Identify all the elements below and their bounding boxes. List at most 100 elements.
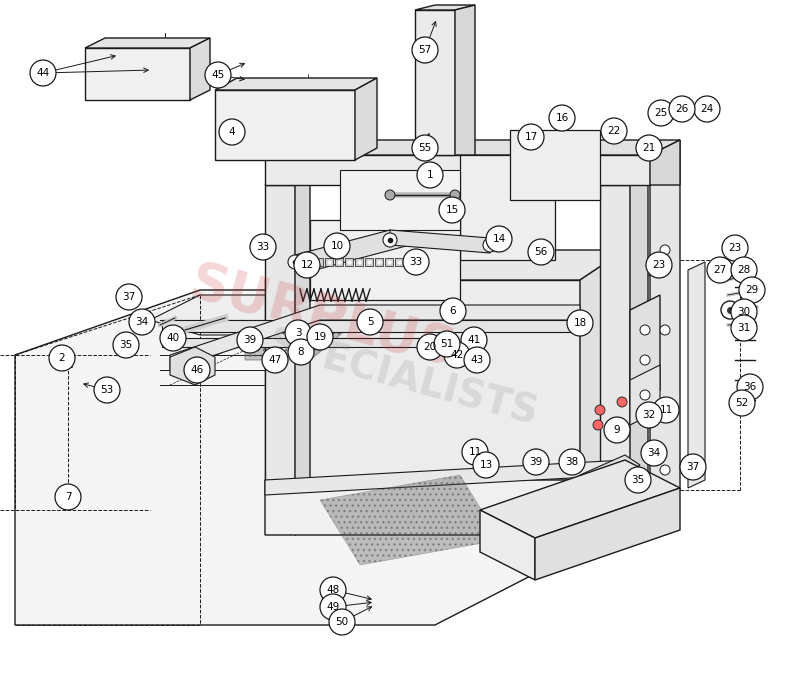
Circle shape bbox=[549, 105, 575, 131]
Circle shape bbox=[237, 327, 263, 353]
Circle shape bbox=[646, 252, 672, 278]
Circle shape bbox=[219, 119, 245, 145]
Circle shape bbox=[30, 60, 56, 86]
Circle shape bbox=[731, 299, 757, 325]
Circle shape bbox=[483, 238, 497, 252]
Circle shape bbox=[640, 355, 650, 365]
Text: 43: 43 bbox=[471, 355, 484, 365]
Bar bbox=[385, 258, 393, 266]
Text: 3: 3 bbox=[295, 328, 301, 338]
Circle shape bbox=[593, 420, 603, 430]
Circle shape bbox=[288, 255, 302, 269]
Text: 16: 16 bbox=[555, 113, 568, 123]
Text: 55: 55 bbox=[418, 143, 432, 153]
Text: 41: 41 bbox=[467, 335, 480, 345]
Text: 13: 13 bbox=[480, 460, 492, 470]
Circle shape bbox=[523, 449, 549, 475]
Circle shape bbox=[417, 162, 443, 188]
Circle shape bbox=[648, 100, 674, 126]
Text: 29: 29 bbox=[746, 285, 758, 295]
Circle shape bbox=[324, 233, 350, 259]
Circle shape bbox=[440, 298, 466, 324]
Polygon shape bbox=[265, 250, 625, 280]
Text: 5: 5 bbox=[367, 317, 373, 327]
Text: 14: 14 bbox=[492, 234, 505, 244]
Polygon shape bbox=[650, 140, 680, 185]
Circle shape bbox=[116, 284, 142, 310]
Bar bbox=[405, 258, 413, 266]
Text: 7: 7 bbox=[64, 492, 71, 502]
Circle shape bbox=[329, 609, 355, 635]
Circle shape bbox=[49, 345, 75, 371]
Text: 10: 10 bbox=[330, 241, 343, 251]
Polygon shape bbox=[688, 262, 705, 488]
Circle shape bbox=[412, 37, 438, 63]
Text: 22: 22 bbox=[608, 126, 621, 136]
Circle shape bbox=[160, 325, 186, 351]
Circle shape bbox=[660, 245, 670, 255]
Circle shape bbox=[636, 402, 662, 428]
Polygon shape bbox=[162, 320, 580, 332]
Text: 18: 18 bbox=[573, 318, 587, 328]
Text: 24: 24 bbox=[700, 104, 713, 114]
Circle shape bbox=[113, 332, 139, 358]
Circle shape bbox=[55, 484, 81, 510]
Circle shape bbox=[694, 96, 720, 122]
Circle shape bbox=[669, 96, 695, 122]
Text: 48: 48 bbox=[326, 585, 339, 595]
Polygon shape bbox=[245, 310, 370, 360]
Polygon shape bbox=[265, 280, 580, 480]
Polygon shape bbox=[510, 130, 600, 200]
Circle shape bbox=[660, 465, 670, 475]
Polygon shape bbox=[455, 5, 475, 155]
Polygon shape bbox=[630, 295, 660, 405]
Polygon shape bbox=[630, 365, 660, 425]
Circle shape bbox=[262, 347, 288, 373]
Text: 15: 15 bbox=[446, 205, 459, 215]
Text: 23: 23 bbox=[729, 243, 742, 253]
Polygon shape bbox=[265, 175, 310, 185]
Text: 28: 28 bbox=[737, 265, 750, 275]
Text: 49: 49 bbox=[326, 602, 339, 612]
Polygon shape bbox=[170, 347, 215, 385]
Polygon shape bbox=[150, 295, 580, 335]
Polygon shape bbox=[600, 185, 630, 490]
Circle shape bbox=[473, 452, 499, 478]
Polygon shape bbox=[215, 78, 377, 90]
Bar bbox=[345, 258, 353, 266]
Text: 34: 34 bbox=[647, 448, 661, 458]
Polygon shape bbox=[265, 185, 295, 480]
Circle shape bbox=[189, 360, 201, 372]
Text: 6: 6 bbox=[450, 306, 456, 316]
Bar bbox=[365, 258, 373, 266]
Circle shape bbox=[737, 374, 763, 400]
Circle shape bbox=[383, 233, 397, 247]
Text: 27: 27 bbox=[713, 265, 727, 275]
Circle shape bbox=[320, 594, 346, 620]
Text: 42: 42 bbox=[451, 350, 463, 360]
Text: 32: 32 bbox=[642, 410, 655, 420]
Circle shape bbox=[729, 390, 755, 416]
Text: 57: 57 bbox=[418, 45, 432, 55]
Polygon shape bbox=[600, 175, 648, 185]
Circle shape bbox=[601, 118, 627, 144]
Circle shape bbox=[285, 320, 311, 346]
Polygon shape bbox=[265, 460, 625, 495]
Text: 35: 35 bbox=[119, 340, 133, 350]
Polygon shape bbox=[162, 338, 445, 347]
Text: 53: 53 bbox=[101, 385, 114, 395]
Circle shape bbox=[412, 135, 438, 161]
Circle shape bbox=[680, 454, 706, 480]
Polygon shape bbox=[170, 305, 580, 370]
Circle shape bbox=[721, 301, 739, 319]
Bar bbox=[335, 258, 343, 266]
Circle shape bbox=[357, 309, 383, 335]
Text: 17: 17 bbox=[525, 132, 538, 142]
Circle shape bbox=[385, 190, 395, 200]
Text: 12: 12 bbox=[301, 260, 314, 270]
Circle shape bbox=[439, 197, 465, 223]
Circle shape bbox=[403, 249, 429, 275]
Polygon shape bbox=[15, 290, 620, 625]
Circle shape bbox=[434, 331, 460, 357]
Text: 56: 56 bbox=[534, 247, 547, 257]
